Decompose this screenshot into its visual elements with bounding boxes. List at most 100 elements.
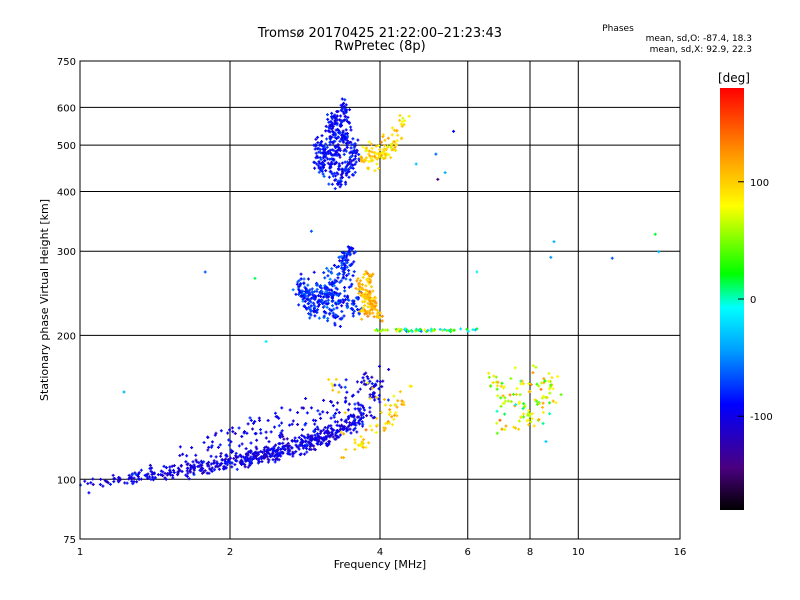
data-point [322, 304, 326, 308]
data-point [653, 232, 657, 236]
data-point [313, 161, 317, 165]
chart-subtitle: RwPretec (8p) [334, 39, 426, 54]
data-point [540, 405, 544, 409]
data-point [294, 450, 298, 454]
data-point [382, 426, 386, 430]
data-point [367, 149, 371, 153]
data-point [545, 396, 549, 400]
data-point [495, 387, 499, 391]
data-point [333, 187, 337, 191]
data-point [345, 132, 349, 136]
data-point [152, 472, 156, 476]
data-point [304, 286, 308, 290]
data-point [248, 458, 252, 462]
data-point [209, 454, 213, 458]
data-point [531, 371, 535, 375]
data-point [339, 279, 343, 283]
data-point [498, 418, 502, 422]
data-point [313, 427, 317, 431]
data-point [206, 463, 210, 467]
x-tick-label: 6 [465, 547, 471, 558]
data-point [137, 471, 141, 475]
data-point [190, 464, 194, 468]
data-point [340, 119, 344, 123]
data-point [392, 394, 396, 398]
data-point [541, 421, 545, 425]
data-point [335, 151, 339, 155]
data-point [255, 447, 259, 451]
data-point [334, 121, 338, 125]
colorbar-tick-label: 100 [750, 178, 769, 189]
data-point [207, 445, 211, 449]
data-point [518, 393, 522, 397]
data-point [320, 144, 324, 148]
data-point [281, 434, 285, 438]
data-point [369, 414, 373, 418]
data-point [492, 374, 496, 378]
data-point [487, 375, 491, 379]
data-point [368, 298, 372, 302]
data-point [351, 137, 355, 141]
data-point [473, 328, 477, 332]
data-point [359, 279, 363, 283]
data-point [344, 378, 348, 382]
data-point [390, 133, 394, 137]
data-point [443, 171, 447, 175]
data-point [83, 479, 87, 483]
data-point [375, 157, 379, 161]
data-point [355, 380, 359, 384]
data-point [312, 429, 316, 433]
data-point [101, 484, 105, 488]
data-point [337, 298, 341, 302]
data-point [335, 114, 339, 118]
data-point [362, 408, 366, 412]
data-point [371, 416, 375, 420]
data-point [234, 451, 238, 455]
data-point [402, 400, 406, 404]
data-point [326, 129, 330, 133]
data-point [529, 420, 533, 424]
data-point [266, 449, 270, 453]
data-point [337, 168, 341, 172]
data-point [345, 390, 349, 394]
data-point [343, 294, 347, 298]
data-point [382, 397, 386, 401]
data-point [353, 417, 357, 421]
data-point [328, 148, 332, 152]
data-point [332, 263, 336, 267]
data-point [306, 433, 310, 437]
data-point [333, 135, 337, 139]
data-point [354, 296, 358, 300]
data-point [374, 430, 378, 434]
data-point [333, 139, 337, 143]
data-point [280, 429, 284, 433]
data-point [266, 457, 270, 461]
data-point [127, 473, 131, 477]
x-axis-label: Frequency [MHz] [334, 558, 426, 571]
data-point [214, 464, 218, 468]
data-point [196, 465, 200, 469]
data-point [383, 138, 387, 142]
data-point [377, 397, 381, 401]
data-point [217, 467, 221, 471]
data-point [368, 312, 372, 316]
data-point [203, 469, 207, 473]
data-point [240, 435, 244, 439]
data-point [264, 339, 268, 343]
data-point [552, 240, 556, 244]
data-point [143, 473, 147, 477]
data-point [496, 380, 500, 384]
data-point [340, 304, 344, 308]
data-point [352, 146, 356, 150]
data-point [194, 453, 198, 457]
data-point [331, 384, 335, 388]
data-point [532, 424, 536, 428]
colorbar-tick-label: -100 [750, 412, 773, 423]
data-point [377, 387, 381, 391]
data-point [210, 469, 214, 473]
data-point [179, 464, 183, 468]
y-tick-label: 75 [63, 535, 76, 546]
data-point [260, 455, 264, 459]
data-point [547, 372, 551, 376]
